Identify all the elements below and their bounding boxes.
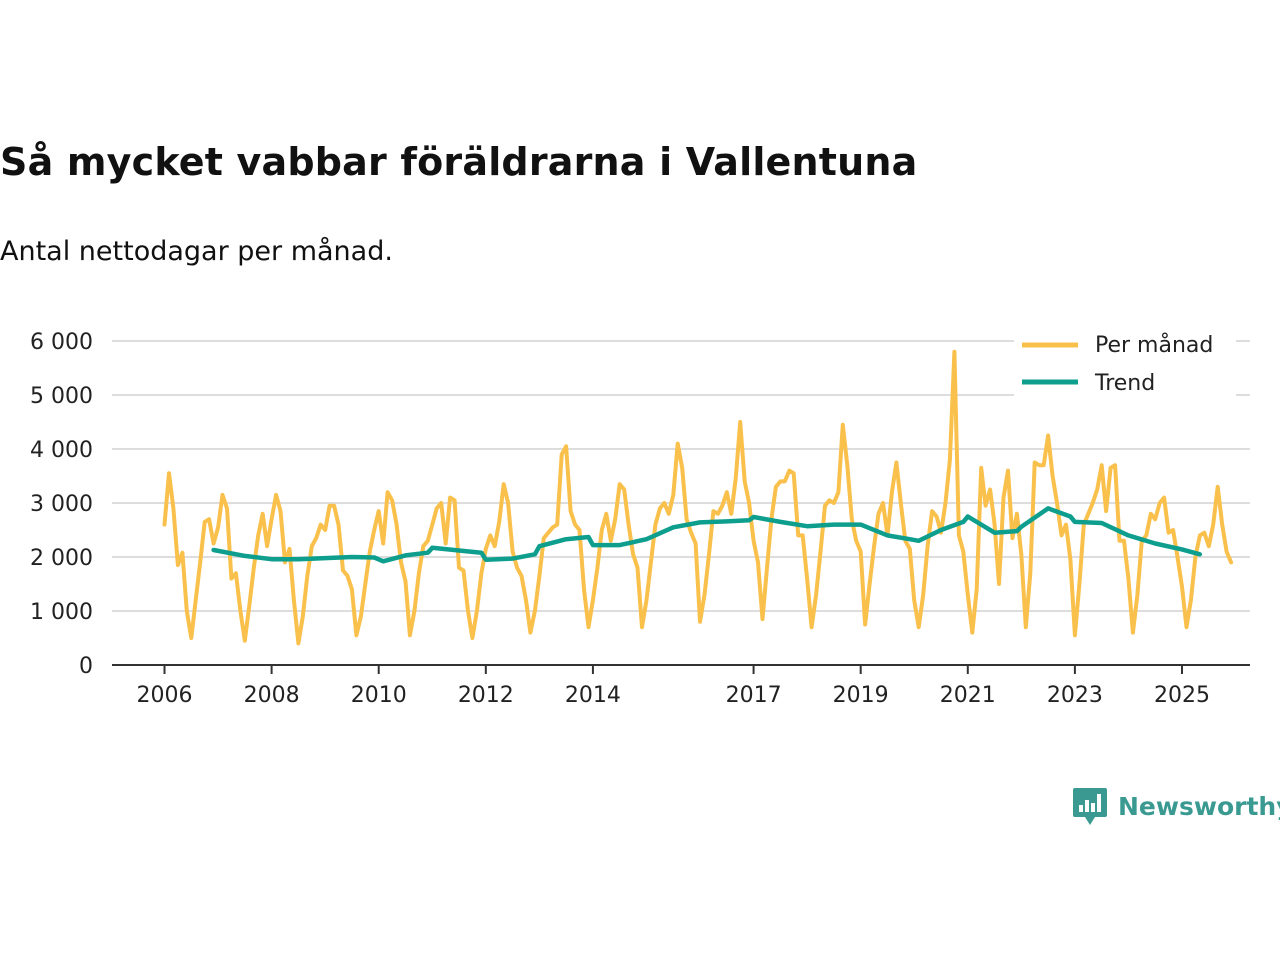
y-axis-ticks: 0 1 000 2 000 3 000 4 000 5 000 6 000 [30, 330, 93, 679]
y-tick-label: 4 000 [30, 438, 93, 463]
series [162, 349, 1234, 646]
y-tick-label: 1 000 [30, 600, 93, 625]
x-tick-label: 2023 [1047, 683, 1103, 708]
x-tick-label: 2006 [137, 683, 193, 708]
newsworthy-logo: Newsworthy [1072, 786, 1280, 826]
x-tick-label: 2019 [833, 683, 889, 708]
x-tick-label: 2021 [940, 683, 996, 708]
series-line-trend [211, 506, 1203, 564]
y-tick-label: 3 000 [30, 492, 93, 517]
legend-label-trend: Trend [1094, 371, 1155, 396]
x-tick-label: 2017 [726, 683, 782, 708]
legend-label-per-manad: Per månad [1095, 332, 1213, 358]
y-tick-label: 2 000 [30, 546, 93, 571]
y-tick-label: 5 000 [30, 384, 93, 409]
x-tick-label: 2010 [351, 683, 407, 708]
y-tick-label: 6 000 [30, 330, 93, 355]
brand-name: Newsworthy [1118, 791, 1280, 821]
chart-title: Så mycket vabbar föräldrarna i Vallentun… [0, 140, 918, 184]
x-tick-label: 2014 [565, 683, 621, 708]
series-line-per-manad [162, 349, 1234, 646]
x-tick-label: 2008 [244, 683, 300, 708]
x-tick-label: 2025 [1154, 683, 1210, 708]
line-chart: 0 1 000 2 000 3 000 4 000 5 000 6 000 2006 2008… [30, 322, 1250, 708]
x-axis-ticks: 2006 2008 2010 2012 2014 2017 2019 2021 2023 2025 [137, 665, 1210, 708]
x-tick-label: 2012 [458, 683, 514, 708]
chart-subtitle: Antal nettodagar per månad. [0, 236, 393, 267]
y-tick-label: 0 [79, 654, 93, 679]
newsworthy-logo-icon [1073, 788, 1107, 825]
legend: Per månad Trend [1014, 322, 1236, 396]
